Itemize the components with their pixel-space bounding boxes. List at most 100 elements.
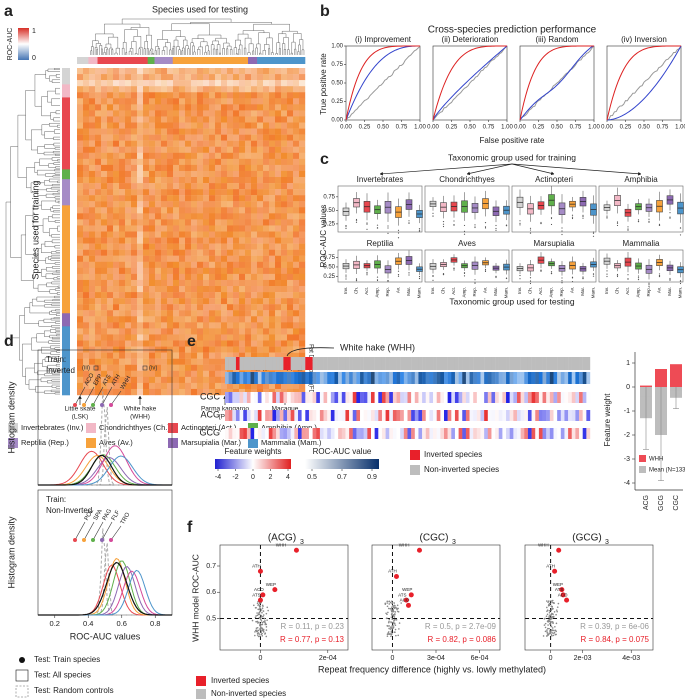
heatmap-cell: [131, 80, 138, 87]
heatmap-cell: [209, 170, 216, 178]
point: [390, 621, 392, 623]
species-label: Little skate: [64, 406, 95, 413]
point: [387, 632, 390, 634]
auc-cell: [524, 372, 529, 384]
dendrogram: [55, 199, 60, 203]
heatmap-cell: [119, 98, 126, 105]
weight-cell: [225, 410, 229, 421]
weight-cell: [349, 410, 353, 421]
species-cell: [506, 357, 510, 370]
heatmap-cell: [149, 104, 156, 111]
weight-cell: [265, 410, 269, 421]
arrow-head: [466, 171, 471, 176]
heatmap-cell: [215, 219, 222, 226]
heatmap-cell: [101, 382, 108, 390]
dendrogram: [55, 331, 60, 334]
heatmap-cell: [275, 86, 282, 93]
heatmap-cell: [137, 128, 144, 135]
species-cell: [549, 357, 554, 370]
heatmap-cell: [251, 104, 258, 111]
heatmap-cell: [185, 340, 192, 347]
dendrogram: [55, 250, 60, 253]
weight-cell: [433, 410, 437, 421]
heatmap-cell: [149, 352, 156, 359]
heatmap-cell: [119, 382, 126, 390]
weight-cell: [287, 428, 291, 439]
heatmap-cell: [131, 255, 138, 262]
group-strip: [77, 57, 89, 64]
heatmap-cell: [83, 122, 90, 129]
heatmap-cell: [173, 255, 180, 262]
heatmap-cell: [251, 243, 258, 250]
dendrogram: [52, 272, 60, 275]
heatmap-cell: [101, 146, 108, 153]
heatmap-cell: [167, 225, 174, 232]
dendrogram: [130, 27, 150, 36]
species-cell: [411, 357, 415, 370]
heatmap-cell: [143, 328, 150, 335]
heatmap-cell: [191, 134, 198, 141]
point: [546, 631, 548, 633]
auc-cell: [265, 372, 269, 384]
heatmap-cell: [161, 292, 168, 299]
marker-label: (iii): [82, 366, 90, 372]
heatmap-cell: [263, 316, 270, 323]
weight-cell: [407, 428, 412, 439]
heatmap-cell: [185, 225, 192, 232]
heatmap-cell: [137, 304, 144, 311]
dendrogram: [44, 330, 51, 337]
heatmap-cell: [77, 80, 84, 87]
auc-cell: [232, 372, 237, 384]
colorbar-tick: 0.5: [307, 474, 317, 481]
species-label: EPP: [93, 373, 104, 386]
point: [389, 633, 392, 635]
legend-label: Test: Random controls: [34, 686, 114, 695]
heatmap-cell: [245, 98, 252, 105]
heatmap-cell: [167, 195, 174, 202]
heatmap-cell: [167, 316, 174, 323]
dendrogram: [151, 53, 154, 55]
heatmap-cell: [197, 68, 204, 75]
heatmap-cell: [101, 225, 108, 232]
dendrogram: [51, 339, 60, 342]
weight-cell: [403, 392, 408, 403]
heatmap-cell: [173, 195, 180, 202]
weight-cell: [257, 428, 262, 439]
heatmap-cell: [95, 328, 102, 335]
outlier: [637, 278, 640, 281]
heatmap-cell: [83, 128, 90, 135]
species-cell: [400, 357, 405, 370]
weight-cell: [261, 428, 266, 439]
line: [101, 521, 113, 541]
heatmap-cell: [101, 304, 108, 311]
outlier: [453, 220, 455, 222]
heatmap-cell: [101, 122, 108, 129]
heatmap-cell: [221, 104, 228, 111]
heatmap-cell: [149, 98, 156, 105]
weight-cell: [228, 428, 233, 439]
point: [557, 602, 560, 605]
heatmap-cell: [269, 231, 276, 238]
heatmap-cell: [293, 98, 300, 105]
heatmap-cell: [131, 273, 138, 281]
heatmap-cell: [227, 346, 234, 353]
weight-cell: [498, 392, 503, 403]
heatmap-cell: [77, 382, 84, 390]
heatmap-cell: [101, 170, 108, 178]
weight-cell: [254, 392, 259, 403]
heatmap-cell: [203, 340, 210, 347]
heatmap-cell: [125, 74, 132, 81]
heatmap-cell: [107, 164, 114, 172]
heatmap-cell: [167, 189, 174, 196]
dendrogram: [157, 48, 160, 55]
heatmap-cell: [191, 68, 198, 75]
heatmap-cell: [185, 364, 192, 371]
point: [260, 626, 262, 629]
heatmap-cell: [107, 376, 114, 384]
heatmap-cell: [293, 86, 300, 93]
heatmap-cell: [119, 183, 126, 190]
weight-cell: [356, 392, 361, 403]
dendrogram: [291, 41, 296, 54]
heatmap-cell: [179, 334, 186, 341]
outlier: [397, 274, 400, 276]
